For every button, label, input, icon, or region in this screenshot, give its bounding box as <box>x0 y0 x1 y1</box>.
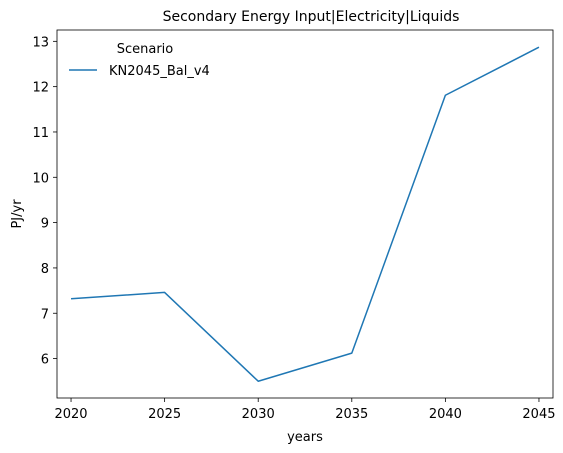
y-tick-label: 9 <box>41 217 49 232</box>
x-axis-label: years <box>287 430 323 445</box>
y-tick-label: 13 <box>32 35 49 50</box>
x-axis: 2020 2025 2030 2035 2040 2045 <box>54 398 556 422</box>
plot-frame <box>56 29 554 399</box>
y-tick-label: 11 <box>32 126 49 141</box>
series-line-kn2045-bal-v4 <box>70 46 540 382</box>
x-tick-label: 2025 <box>148 407 181 422</box>
y-tick-label: 6 <box>41 353 49 368</box>
legend-entry-kn2045-bal-v4: KN2045_Bal_v4 <box>109 64 210 79</box>
x-tick-label: 2045 <box>522 407 555 422</box>
x-tick-label: 2035 <box>335 407 368 422</box>
chart-title: Secondary Energy Input|Electricity|Liqui… <box>163 9 460 25</box>
y-tick-label: 8 <box>41 262 49 277</box>
x-tick-label: 2030 <box>242 407 275 422</box>
plot-area: 2020 2025 2030 2035 2040 2045 6 7 8 9 10 11 12 13 <box>32 29 556 422</box>
y-tick-label: 7 <box>41 307 49 322</box>
legend: Scenario KN2045_Bal_v4 <box>69 42 210 79</box>
legend-title: Scenario <box>117 42 174 57</box>
x-tick-label: 2040 <box>429 407 462 422</box>
y-tick-label: 10 <box>32 171 49 186</box>
x-tick-label: 2020 <box>54 407 87 422</box>
y-tick-label: 12 <box>32 81 49 96</box>
y-axis-label: PJ/yr <box>10 199 25 229</box>
y-axis: 6 7 8 9 10 11 12 13 <box>32 35 57 368</box>
series-layer <box>70 46 540 382</box>
